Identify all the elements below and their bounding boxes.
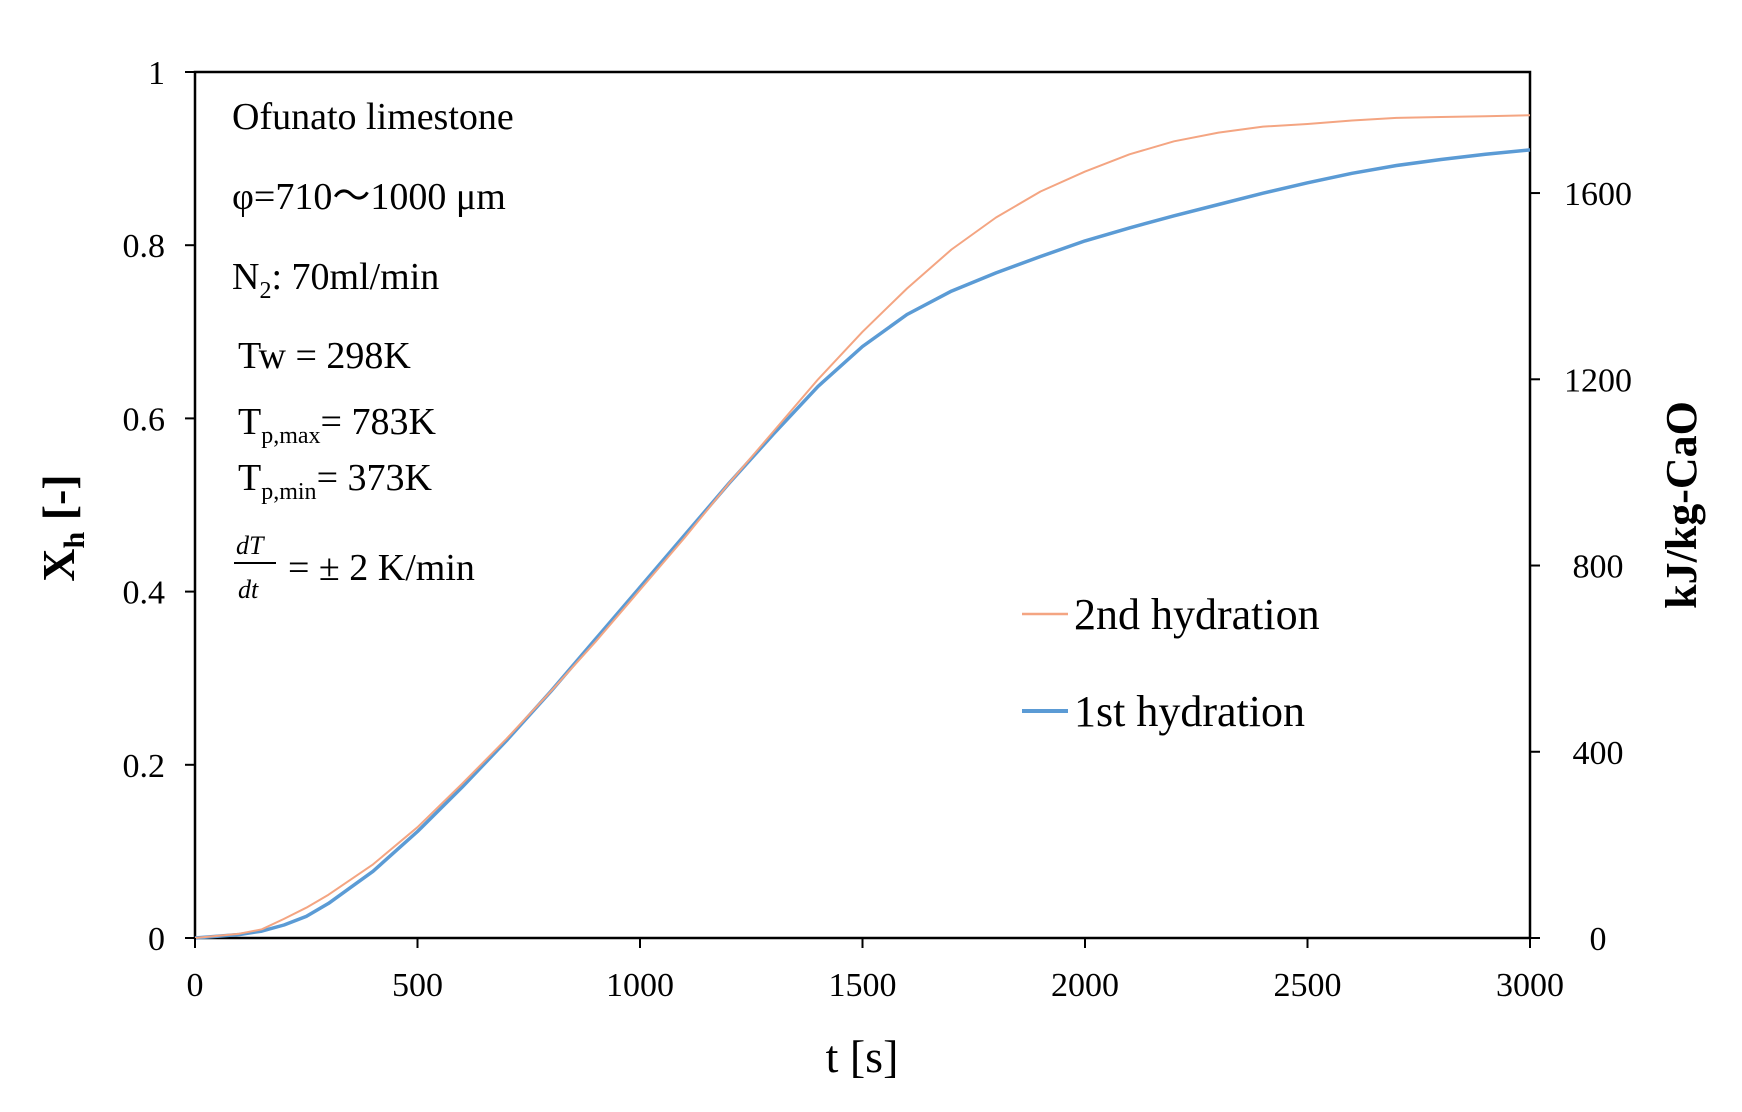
tp-min-label: Tp,min= 373K	[238, 457, 432, 505]
y-axis-title: Xh [-]	[33, 474, 91, 581]
y-tick-label: 0.8	[123, 228, 166, 265]
x-tick-label: 0	[187, 967, 204, 1004]
tp-max-label: Tp,max= 783K	[238, 401, 436, 449]
particle-size-label: φ=710～1000 μm	[232, 176, 506, 218]
rate-denominator: dt	[238, 575, 259, 604]
tpmin-sub: p,min	[261, 479, 316, 505]
y2-axis-title: kJ/kg-CaO	[1657, 401, 1706, 609]
y-tick-label: 1	[148, 55, 165, 92]
legend: 2nd hydration 1st hydration	[1022, 590, 1320, 736]
tpmax-sub: p,max	[261, 423, 320, 449]
x-tick-label: 500	[392, 967, 443, 1004]
x-tick-label: 3000	[1496, 967, 1564, 1004]
x-tick-label: 1500	[829, 967, 897, 1004]
rate-numerator: dT	[236, 531, 265, 560]
series-line-1st-hydration	[194, 148, 1531, 940]
y-axis-title-main: X	[33, 548, 84, 581]
y2-tick-label: 400	[1573, 735, 1624, 772]
axes-layer: 0 500 1000 1500 2000 2500 3000 0 0.2 0.4 0.6 0.8 1 0 4…	[123, 55, 1633, 1004]
rate-label: = ± 2 K/min	[288, 547, 475, 589]
x-tick-label: 1000	[606, 967, 674, 1004]
legend-label-2nd: 2nd hydration	[1074, 590, 1320, 639]
y-tick-label: 0	[148, 921, 165, 958]
y-tick-label: 0.6	[123, 401, 166, 438]
gas-sub: 2	[259, 278, 271, 304]
x-axis-title: t [s]	[826, 1031, 899, 1082]
plot-area	[193, 70, 1532, 940]
tpmax-rest: = 783K	[321, 401, 437, 443]
y2-tick-label: 0	[1590, 921, 1607, 958]
tpmin-rest: = 373K	[317, 457, 433, 499]
y-tick-label: 0.4	[123, 575, 166, 612]
y-axis-title-sub: h	[58, 531, 91, 548]
gas-main: N	[232, 256, 259, 298]
tpmin-main: T	[238, 457, 261, 499]
x-tick-label: 2000	[1051, 967, 1119, 1004]
series-layer	[194, 114, 1531, 940]
y-axis-title-suffix: [-]	[33, 474, 84, 531]
y2-tick-label: 800	[1573, 549, 1624, 586]
y-tick-label: 0.2	[123, 748, 166, 785]
x-tick-label: 2500	[1274, 967, 1342, 1004]
gas-rest: : 70ml/min	[271, 256, 439, 298]
legend-label-1st: 1st hydration	[1074, 687, 1305, 736]
gas-flow-label: N2: 70ml/min	[232, 256, 439, 304]
material-label: Ofunato limestone	[232, 96, 514, 138]
conditions-annotation: Ofunato limestone φ=710～1000 μm N2: 70ml…	[232, 96, 514, 604]
water-temp-label: Tw = 298K	[238, 335, 411, 377]
y2-tick-label: 1600	[1564, 176, 1632, 213]
y2-tick-label: 1200	[1564, 362, 1632, 399]
series-line-2nd-hydration	[194, 114, 1531, 939]
tpmax-main: T	[238, 401, 261, 443]
